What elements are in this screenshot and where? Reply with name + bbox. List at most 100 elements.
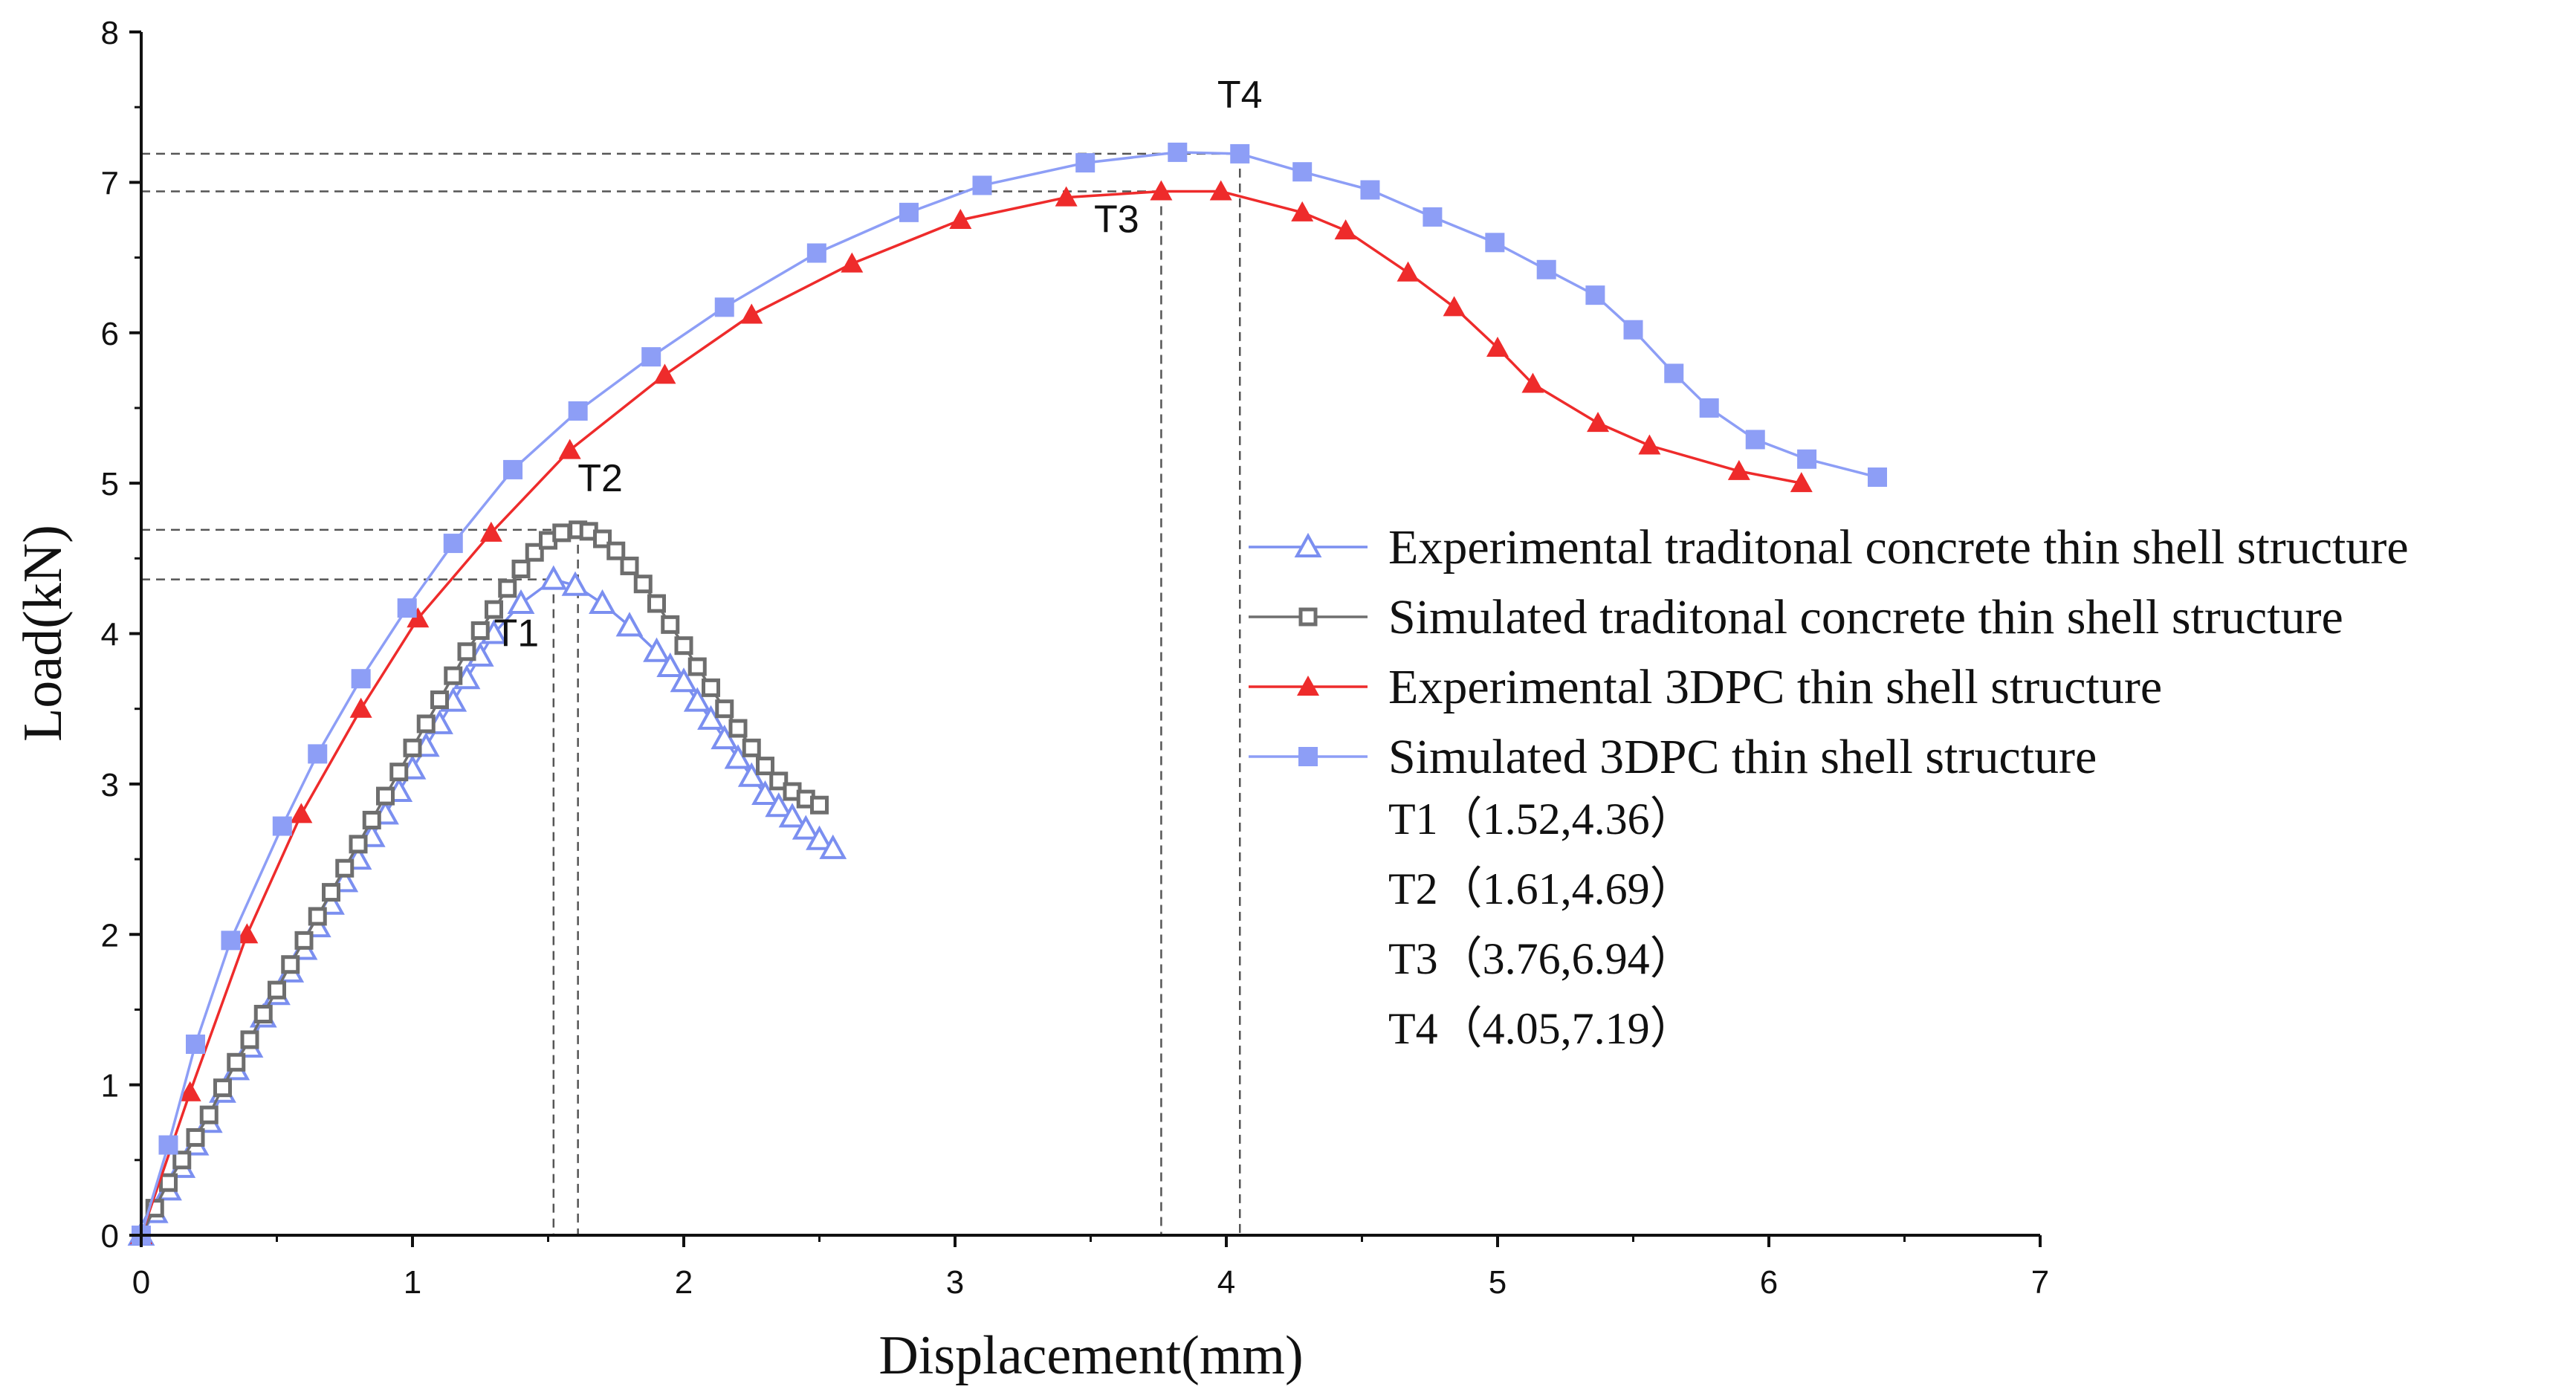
x-tick-label: 7 bbox=[2031, 1264, 2049, 1301]
data-point bbox=[1790, 472, 1813, 493]
data-point bbox=[362, 810, 381, 829]
data-point bbox=[485, 600, 503, 619]
data-point bbox=[589, 589, 616, 615]
data-point bbox=[1055, 186, 1078, 207]
peak-coordinate-text: T3（3.76,6.94） bbox=[1388, 934, 1695, 983]
x-tick-label: 0 bbox=[132, 1264, 150, 1301]
x-tick-label: 2 bbox=[675, 1264, 693, 1301]
data-point bbox=[1623, 320, 1643, 340]
data-point bbox=[322, 883, 340, 902]
x-tick-label: 6 bbox=[1760, 1264, 1778, 1301]
reference-lines bbox=[141, 152, 1241, 1235]
data-point bbox=[841, 252, 864, 273]
data-point bbox=[683, 687, 711, 712]
data-point bbox=[376, 786, 395, 806]
data-point bbox=[972, 175, 992, 195]
legend-entry: Simulated 3DPC thin shell structure bbox=[1249, 730, 2097, 784]
data-point bbox=[656, 652, 685, 678]
data-point bbox=[633, 575, 653, 594]
data-point bbox=[792, 815, 820, 840]
peak-coordinate-text: T2（1.61,4.69） bbox=[1388, 864, 1695, 913]
data-point bbox=[1150, 180, 1173, 201]
legend-swatch-marker bbox=[1298, 607, 1318, 627]
data-point bbox=[511, 559, 531, 578]
data-point bbox=[1334, 219, 1357, 240]
data-point bbox=[949, 208, 972, 229]
data-point bbox=[389, 763, 409, 782]
data-point bbox=[1664, 363, 1684, 384]
data-point bbox=[308, 744, 328, 764]
data-point bbox=[769, 771, 789, 791]
data-point bbox=[1638, 434, 1661, 455]
data-point bbox=[349, 835, 368, 854]
data-point bbox=[335, 858, 355, 878]
data-point bbox=[1797, 449, 1817, 469]
data-point bbox=[403, 738, 422, 757]
legend-label: Experimental 3DPC thin shell structure bbox=[1388, 660, 2162, 714]
data-point bbox=[349, 697, 372, 718]
y-axis-title: Load(kN) bbox=[13, 525, 74, 742]
data-point bbox=[711, 725, 739, 750]
legend-label: Simulated traditonal concrete thin shell… bbox=[1388, 590, 2343, 644]
data-point bbox=[810, 795, 829, 815]
data-point bbox=[1443, 296, 1466, 317]
data-point bbox=[615, 612, 644, 637]
data-point bbox=[1699, 398, 1719, 418]
data-point bbox=[1585, 285, 1605, 305]
data-point bbox=[213, 1078, 232, 1098]
peak-label-t2: T2 bbox=[577, 457, 623, 500]
data-point bbox=[742, 738, 761, 757]
data-point bbox=[268, 980, 286, 1000]
legend-swatch-marker bbox=[1298, 747, 1318, 766]
data-point bbox=[1230, 143, 1250, 164]
data-point bbox=[653, 363, 676, 384]
y-tick-label: 0 bbox=[101, 1218, 119, 1255]
legend-swatch-marker bbox=[1297, 676, 1319, 696]
data-point bbox=[756, 757, 774, 776]
data-point bbox=[670, 667, 698, 693]
data-point bbox=[1868, 467, 1887, 488]
data-point bbox=[479, 521, 502, 542]
data-point bbox=[552, 523, 572, 543]
peak-label-t3: T3 bbox=[1094, 198, 1139, 242]
data-point bbox=[1536, 259, 1556, 279]
data-point bbox=[728, 719, 748, 738]
legend-label: Experimental traditonal concrete thin sh… bbox=[1388, 520, 2409, 575]
data-point bbox=[1397, 261, 1420, 282]
x-tick-label: 5 bbox=[1489, 1264, 1507, 1301]
legend-entry: Experimental 3DPC thin shell structure bbox=[1249, 660, 2162, 714]
data-point bbox=[236, 923, 259, 944]
x-tick-label: 1 bbox=[404, 1264, 421, 1301]
data-point bbox=[697, 705, 725, 730]
legend-label: Simulated 3DPC thin shell structure bbox=[1388, 730, 2097, 784]
data-point bbox=[593, 529, 612, 548]
data-point bbox=[416, 714, 436, 734]
x-tick-label: 3 bbox=[946, 1264, 964, 1301]
y-tick-label: 3 bbox=[101, 767, 119, 803]
data-point bbox=[1486, 336, 1509, 357]
data-point bbox=[443, 534, 463, 554]
data-point bbox=[1423, 207, 1443, 227]
data-point bbox=[172, 1151, 192, 1170]
data-point bbox=[199, 1105, 219, 1124]
data-point bbox=[561, 571, 589, 596]
legend-entry: Simulated traditonal concrete thin shell… bbox=[1249, 590, 2343, 644]
data-point bbox=[751, 780, 779, 806]
peak-coordinate-text: T4（4.05,7.19） bbox=[1388, 1004, 1695, 1053]
data-point bbox=[765, 792, 793, 818]
data-point bbox=[737, 762, 766, 787]
y-tick-label: 6 bbox=[101, 316, 119, 352]
data-point bbox=[1291, 201, 1314, 221]
data-point bbox=[724, 744, 752, 769]
series-1 bbox=[127, 565, 847, 1246]
data-point bbox=[819, 834, 847, 859]
data-point bbox=[806, 825, 833, 850]
data-point bbox=[606, 541, 626, 560]
data-point bbox=[186, 1034, 205, 1054]
data-point bbox=[470, 621, 490, 640]
series-2 bbox=[132, 520, 829, 1245]
legend: Experimental traditonal concrete thin sh… bbox=[1249, 520, 2409, 784]
data-point bbox=[1521, 372, 1544, 393]
legend-entry: Experimental traditonal concrete thin sh… bbox=[1249, 520, 2409, 575]
data-point bbox=[702, 678, 720, 697]
